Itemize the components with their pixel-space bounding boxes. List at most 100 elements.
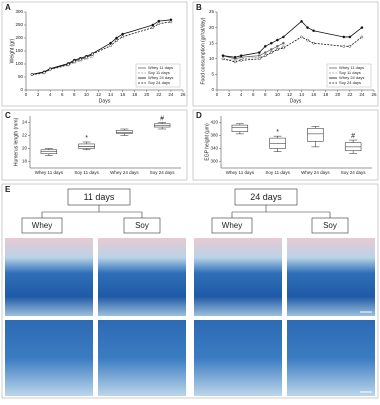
data-point [257,51,261,54]
data-point [42,71,46,74]
data-point [276,48,279,51]
panel-frame [1,183,379,399]
legend-label: Soy 24 days [339,80,361,85]
data-point [264,45,267,48]
x-tick-label: 22 [156,92,162,97]
data-point [91,55,94,59]
data-point [151,26,155,29]
y-tick-label: 18 [22,159,28,164]
data-point [239,59,243,62]
y-tick-label: 5 [211,72,214,77]
panel-frame [1,109,188,181]
y-tick-label: 340 [210,146,218,151]
x-tick-label: Soy 11 days [265,170,290,175]
arm-label: Soy [135,221,149,230]
y-tick-label: 15 [209,40,215,45]
data-point [85,55,88,59]
x-tick-label: 12 [96,92,102,97]
data-point [360,26,364,29]
data-point [115,36,118,40]
x-tick-label: 2 [37,92,40,97]
panel-label: C [5,111,11,120]
arm-box [123,217,161,234]
x-tick-label: 20 [144,92,150,97]
panel-label: E [5,185,11,194]
data-point [312,41,315,45]
panel-e: E 11 days 24 days Whey Soy Whey Soy [1,183,379,399]
y-tick-label: 420 [210,120,218,125]
data-point [282,46,285,50]
data-point [257,57,261,61]
data-point [73,60,76,63]
x-tick-label: 22 [347,92,353,97]
x-tick-label: Whey 11 days [226,170,255,175]
data-point [66,63,70,66]
x-tick-label: 4 [49,92,52,97]
x-tick-label: 26 [371,92,377,97]
data-point [221,57,225,61]
x-tick-label: Whey 24 days [110,170,139,175]
micrograph [98,238,186,316]
data-point [276,38,279,42]
arm-label: Whey [222,221,242,230]
data-point [91,52,94,56]
data-point [264,51,267,54]
y-tick-label: 10 [209,56,215,61]
box [231,124,249,132]
legend-box [135,63,181,88]
x-tick-label: 24 [359,92,365,97]
x-tick-label: 16 [311,92,317,97]
y-tick-label: 50 [18,74,24,79]
y-tick-label: 0 [20,87,23,92]
x-tick-label: 14 [108,92,114,97]
arm-box [311,217,349,234]
micrograph [194,320,282,396]
data-point [121,35,124,39]
x-tick-label: 6 [252,92,255,97]
data-point [312,29,315,33]
data-point [342,45,346,48]
group-label: 11 days [84,192,115,202]
x-tick-label: 24 [168,92,174,97]
x-tick-label: 4 [240,92,243,97]
micrograph [5,320,93,396]
micrograph [5,238,93,316]
connector [41,205,331,218]
panel-label: D [196,111,202,120]
series-line [222,36,363,63]
x-tick-label: 6 [61,92,64,97]
panel-frame [1,1,188,107]
y-tick-label: 150 [15,48,23,53]
x-tick-label: Whey 24 days [301,170,330,175]
series-line [31,54,93,75]
legend-box [326,63,372,88]
series-line [31,19,171,75]
data-point [348,45,352,48]
box [153,123,171,128]
micrograph [194,238,282,316]
panel-label: B [196,3,202,12]
data-point [48,67,52,71]
y-tick-label: 380 [210,133,218,138]
data-point [306,26,309,29]
data-point [157,22,161,26]
annotation: * [276,129,279,136]
data-point [270,51,273,54]
data-point [360,35,364,39]
annotation: # [160,115,164,122]
legend-label: Soy 24 days [148,80,170,85]
x-tick-label: 18 [132,92,138,97]
y-tick-label: 20 [22,146,28,151]
y-axis-title: Humerus length (mm) [13,118,19,167]
data-point [233,55,237,59]
x-tick-label: Soy 24 days [150,170,176,175]
x-axis-title: Days [99,98,111,104]
panel-label: A [5,3,11,12]
legend-label: Whey 24 days [339,75,364,80]
data-point [121,32,124,36]
box [78,143,95,149]
data-point [30,73,34,76]
data-point [233,60,237,64]
scale-bar [360,311,372,393]
